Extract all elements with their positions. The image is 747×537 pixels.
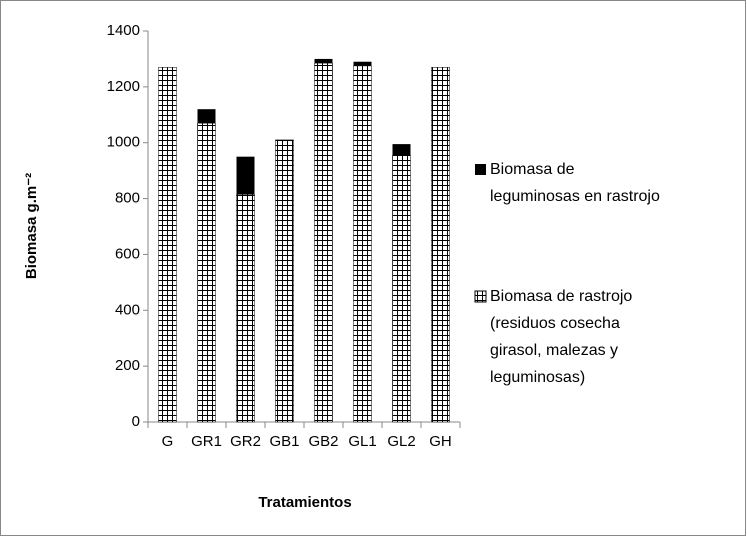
x-tick-label: GL2 <box>387 433 415 450</box>
legend-swatch <box>474 290 487 303</box>
y-tick-label: 600 <box>115 245 140 262</box>
bar-segment <box>197 122 216 423</box>
y-tick-label: 800 <box>115 190 140 207</box>
y-tick-label: 0 <box>132 413 140 430</box>
bar-segment <box>275 139 294 423</box>
x-tick-label: G <box>162 433 174 450</box>
x-axis-title: Tratamientos <box>258 494 351 511</box>
bar-segment <box>353 65 372 423</box>
x-tick-label: GB2 <box>308 433 338 450</box>
x-tick-label: GR1 <box>191 433 222 450</box>
y-tick-label: 400 <box>115 301 140 318</box>
bar-segment <box>431 67 450 423</box>
y-tick-label: 1400 <box>107 22 140 39</box>
x-tick-label: GL1 <box>348 433 376 450</box>
bar-segment <box>236 194 255 423</box>
x-tick-label: GR2 <box>230 433 261 450</box>
bar-segment <box>314 58 333 64</box>
bar-segment <box>392 144 411 156</box>
x-tick-label: GB1 <box>269 433 299 450</box>
bar-segment <box>392 155 411 423</box>
y-tick-label: 1200 <box>107 78 140 95</box>
bar-segment <box>197 109 216 124</box>
y-tick-label: 200 <box>115 357 140 374</box>
bar-segment <box>236 156 255 195</box>
y-axis-title: Biomasa g.m⁻² <box>23 173 40 279</box>
bar-segment <box>314 62 333 423</box>
legend-label: Biomasa de leguminosas en rastrojo <box>490 161 660 205</box>
legend-label: Biomasa de rastrojo (residuos cosecha gi… <box>490 288 633 386</box>
bar-segment <box>158 67 177 423</box>
legend-swatch <box>475 164 486 175</box>
x-tick-label: GH <box>429 433 452 450</box>
bar-segment <box>353 61 372 66</box>
y-tick-label: 1000 <box>107 134 140 151</box>
